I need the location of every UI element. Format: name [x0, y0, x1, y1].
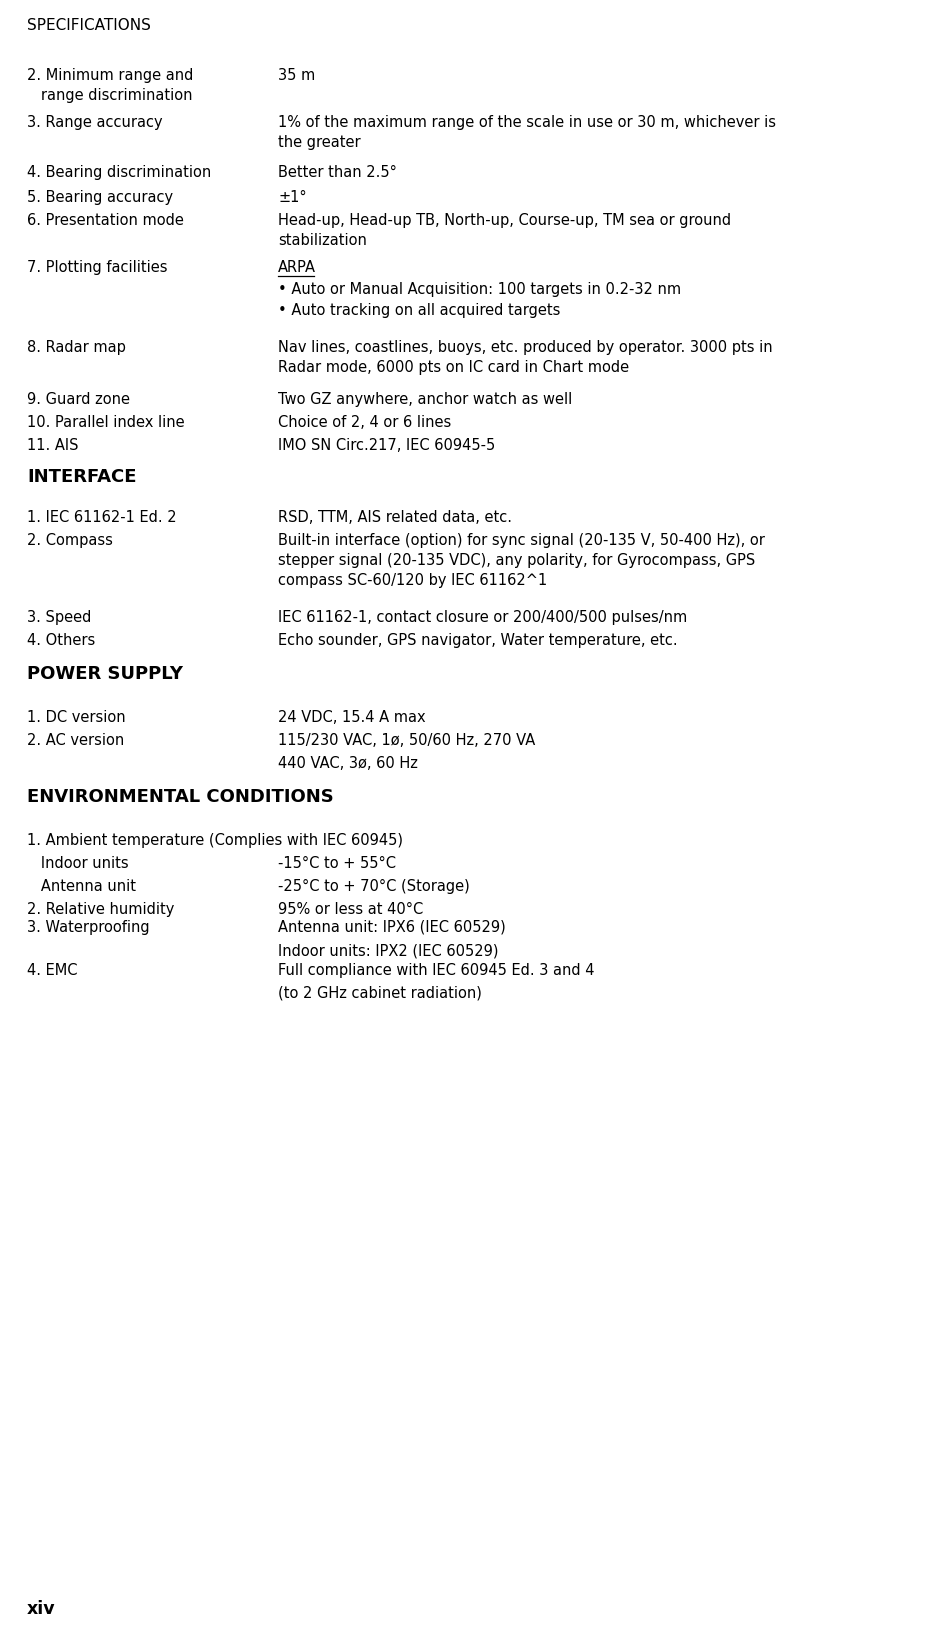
Text: ARPA: ARPA [278, 259, 315, 276]
Text: 4. EMC: 4. EMC [27, 963, 77, 978]
Text: Built-in interface (option) for sync signal (20-135 V, 50-400 Hz), or
stepper si: Built-in interface (option) for sync sig… [278, 534, 764, 588]
Text: Choice of 2, 4 or 6 lines: Choice of 2, 4 or 6 lines [278, 415, 451, 429]
Text: 7. Plotting facilities: 7. Plotting facilities [27, 259, 167, 276]
Text: IMO SN Circ.217, IEC 60945-5: IMO SN Circ.217, IEC 60945-5 [278, 437, 495, 454]
Text: 10. Parallel index line: 10. Parallel index line [27, 415, 184, 429]
Text: Antenna unit: IPX6 (IEC 60529): Antenna unit: IPX6 (IEC 60529) [278, 920, 505, 935]
Text: 24 VDC, 15.4 A max: 24 VDC, 15.4 A max [278, 710, 425, 725]
Text: 1. Ambient temperature (Complies with IEC 60945): 1. Ambient temperature (Complies with IE… [27, 832, 402, 849]
Text: xiv: xiv [27, 1599, 56, 1617]
Text: • Auto or Manual Acquisition: 100 targets in 0.2-32 nm: • Auto or Manual Acquisition: 100 target… [278, 282, 681, 297]
Text: 115/230 VAC, 1ø, 50/60 Hz, 270 VA: 115/230 VAC, 1ø, 50/60 Hz, 270 VA [278, 733, 534, 747]
Text: Nav lines, coastlines, buoys, etc. produced by operator. 3000 pts in
Radar mode,: Nav lines, coastlines, buoys, etc. produ… [278, 339, 772, 375]
Text: ENVIRONMENTAL CONDITIONS: ENVIRONMENTAL CONDITIONS [27, 788, 333, 806]
Text: 1. IEC 61162-1 Ed. 2: 1. IEC 61162-1 Ed. 2 [27, 509, 177, 526]
Text: ±1°: ±1° [278, 189, 306, 206]
Text: 9. Guard zone: 9. Guard zone [27, 392, 130, 406]
Text: 2. Minimum range and
   range discrimination: 2. Minimum range and range discriminatio… [27, 69, 194, 103]
Text: 4. Bearing discrimination: 4. Bearing discrimination [27, 165, 211, 180]
Text: Indoor units: Indoor units [27, 857, 128, 871]
Text: RSD, TTM, AIS related data, etc.: RSD, TTM, AIS related data, etc. [278, 509, 512, 526]
Text: 5. Bearing accuracy: 5. Bearing accuracy [27, 189, 173, 206]
Text: Head-up, Head-up TB, North-up, Course-up, TM sea or ground
stabilization: Head-up, Head-up TB, North-up, Course-up… [278, 214, 731, 248]
Text: Two GZ anywhere, anchor watch as well: Two GZ anywhere, anchor watch as well [278, 392, 572, 406]
Text: Full compliance with IEC 60945 Ed. 3 and 4: Full compliance with IEC 60945 Ed. 3 and… [278, 963, 594, 978]
Text: Indoor units: IPX2 (IEC 60529): Indoor units: IPX2 (IEC 60529) [278, 943, 498, 958]
Text: IEC 61162-1, contact closure or 200/400/500 pulses/nm: IEC 61162-1, contact closure or 200/400/… [278, 610, 686, 625]
Text: INTERFACE: INTERFACE [27, 468, 136, 486]
Text: 2. Relative humidity: 2. Relative humidity [27, 902, 175, 917]
Text: 1. DC version: 1. DC version [27, 710, 126, 725]
Text: 8. Radar map: 8. Radar map [27, 339, 126, 356]
Text: (to 2 GHz cabinet radiation): (to 2 GHz cabinet radiation) [278, 986, 481, 1000]
Text: 3. Speed: 3. Speed [27, 610, 92, 625]
Text: 4. Others: 4. Others [27, 633, 95, 648]
Text: 2. Compass: 2. Compass [27, 534, 112, 548]
Text: Better than 2.5°: Better than 2.5° [278, 165, 396, 180]
Text: 2. AC version: 2. AC version [27, 733, 124, 747]
Text: -15°C to + 55°C: -15°C to + 55°C [278, 857, 396, 871]
Text: 6. Presentation mode: 6. Presentation mode [27, 214, 184, 228]
Text: 35 m: 35 m [278, 69, 315, 83]
Text: POWER SUPPLY: POWER SUPPLY [27, 664, 183, 684]
Text: SPECIFICATIONS: SPECIFICATIONS [27, 18, 151, 33]
Text: Antenna unit: Antenna unit [27, 880, 136, 894]
Text: 440 VAC, 3ø, 60 Hz: 440 VAC, 3ø, 60 Hz [278, 756, 417, 770]
Text: 11. AIS: 11. AIS [27, 437, 78, 454]
Text: 95% or less at 40°C: 95% or less at 40°C [278, 902, 423, 917]
Text: 3. Range accuracy: 3. Range accuracy [27, 114, 162, 131]
Text: • Auto tracking on all acquired targets: • Auto tracking on all acquired targets [278, 304, 560, 318]
Text: 3. Waterproofing: 3. Waterproofing [27, 920, 149, 935]
Text: Echo sounder, GPS navigator, Water temperature, etc.: Echo sounder, GPS navigator, Water tempe… [278, 633, 677, 648]
Text: 1% of the maximum range of the scale in use or 30 m, whichever is
the greater: 1% of the maximum range of the scale in … [278, 114, 775, 150]
Text: -25°C to + 70°C (Storage): -25°C to + 70°C (Storage) [278, 880, 469, 894]
